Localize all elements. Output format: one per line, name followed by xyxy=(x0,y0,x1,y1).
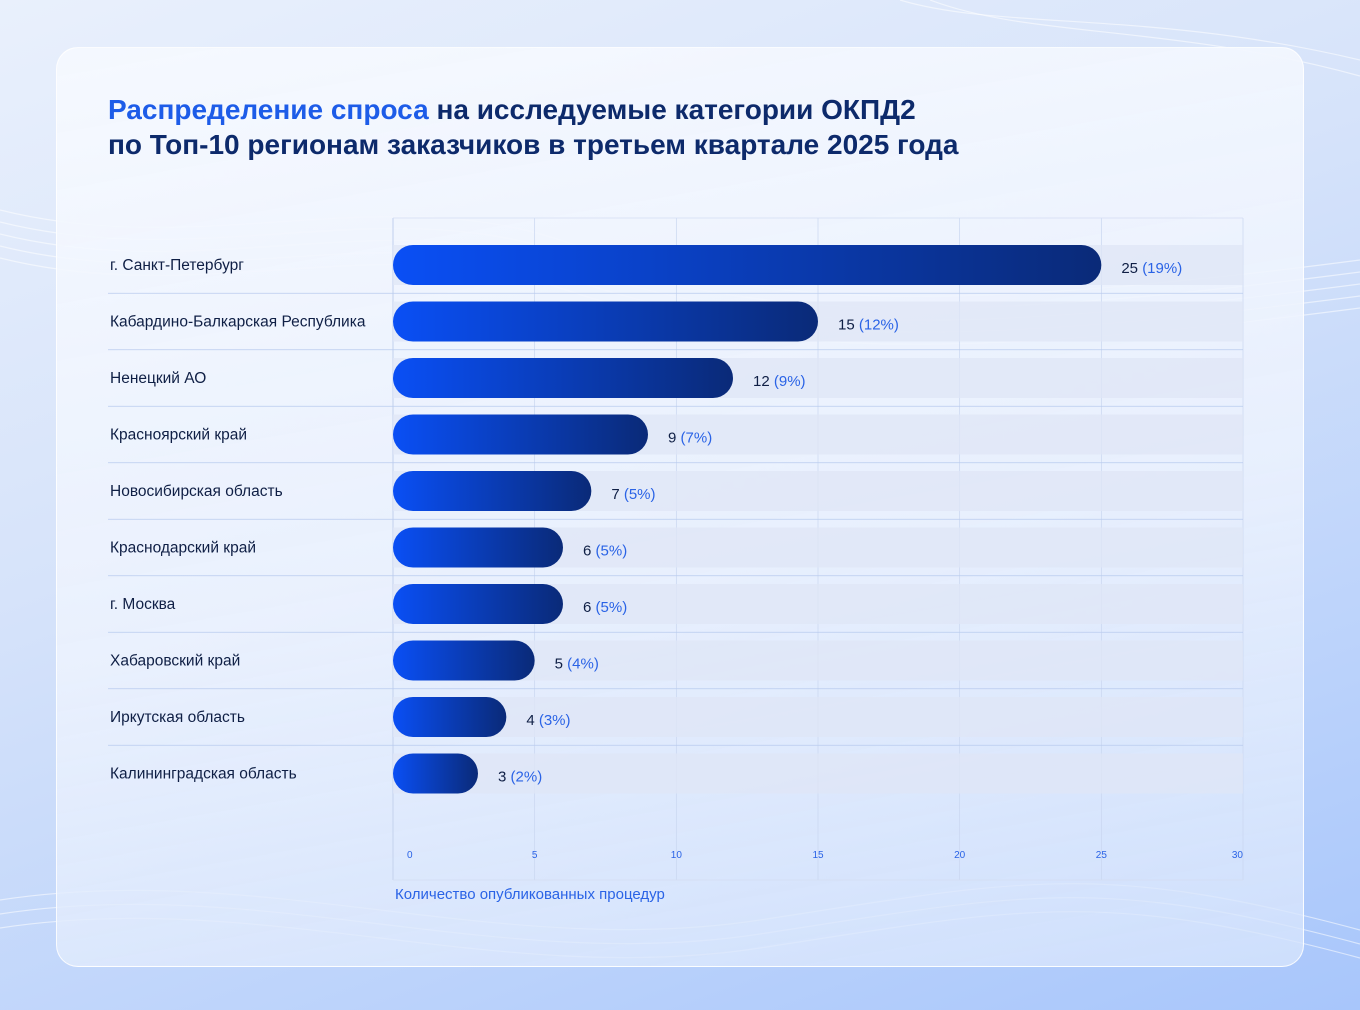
category-labels: г. Санкт-Петербург Кабардино-Балкарская Р… xyxy=(110,257,366,783)
value-percent: (4%) xyxy=(567,656,599,673)
value-labels: 25 (19%)15 (12%)12 (9%)9 (7%)7 (5%)6 (5%… xyxy=(498,260,1182,786)
value-label: 5 (4%) xyxy=(555,656,599,673)
x-tick-label: 25 xyxy=(1096,850,1108,861)
x-tick-label: 15 xyxy=(812,850,824,861)
value-percent: (5%) xyxy=(624,486,656,503)
title-line2: по Топ-10 регионам заказчиков в третьем … xyxy=(108,129,959,160)
value-label: 4 (3%) xyxy=(526,712,570,729)
value-percent: (12%) xyxy=(859,317,899,334)
x-axis-label: Количество опубликованных процедур xyxy=(395,886,665,903)
value-percent: (5%) xyxy=(596,599,628,616)
value-count: 7 xyxy=(611,486,624,503)
bar xyxy=(393,640,535,681)
chart-title: Распределение спроса на исследуемые кате… xyxy=(108,92,1108,162)
value-percent: (2%) xyxy=(511,769,543,786)
category-label: г. Санкт-Петербург xyxy=(110,257,244,274)
value-label: 9 (7%) xyxy=(668,430,712,447)
category-label: Кабардино-Балкарская Республика xyxy=(110,314,366,331)
value-count: 12 xyxy=(753,373,774,390)
category-label: г. Москва xyxy=(110,596,176,613)
title-accent: Распределение спроса xyxy=(108,94,429,125)
value-count: 6 xyxy=(583,599,596,616)
bar xyxy=(393,358,733,398)
value-count: 6 xyxy=(583,543,596,560)
value-percent: (9%) xyxy=(774,373,806,390)
category-label: Ненецкий АО xyxy=(110,370,206,387)
category-label: Хабаровский край xyxy=(110,653,240,670)
category-label: Краснодарский край xyxy=(110,540,256,557)
category-label: Красноярский край xyxy=(110,427,247,444)
bar xyxy=(393,527,563,568)
value-percent: (19%) xyxy=(1142,260,1182,277)
x-tick-label: 20 xyxy=(954,850,966,861)
bar xyxy=(393,753,478,794)
value-label: 15 (12%) xyxy=(838,317,899,334)
value-label: 7 (5%) xyxy=(611,486,655,503)
value-label: 25 (19%) xyxy=(1121,260,1182,277)
bar xyxy=(393,471,592,511)
category-label: Иркутская область xyxy=(110,709,245,726)
x-tick-label: 5 xyxy=(532,850,538,861)
value-percent: (3%) xyxy=(539,712,571,729)
bar xyxy=(393,414,648,455)
value-count: 25 xyxy=(1121,260,1142,277)
bar xyxy=(393,697,507,737)
bar xyxy=(393,245,1102,285)
category-label: Новосибирская область xyxy=(110,483,283,500)
x-tick-label: 0 xyxy=(407,850,413,861)
bar xyxy=(393,584,563,624)
bar xyxy=(393,301,818,342)
value-count: 4 xyxy=(526,712,539,729)
value-label: 6 (5%) xyxy=(583,599,627,616)
x-tick-label: 30 xyxy=(1232,850,1244,861)
x-axis-ticks: 0 5 10 15 20 25 30 xyxy=(407,850,1243,861)
value-count: 15 xyxy=(838,317,859,334)
bars xyxy=(393,245,1102,794)
bar-track xyxy=(393,753,1243,794)
category-label: Калининградская область xyxy=(110,766,297,783)
value-label: 12 (9%) xyxy=(753,373,806,390)
value-label: 6 (5%) xyxy=(583,543,627,560)
title-line1: на исследуемые категории ОКПД2 xyxy=(428,94,916,125)
value-count: 3 xyxy=(498,769,511,786)
value-percent: (7%) xyxy=(681,430,713,447)
x-tick-label: 10 xyxy=(671,850,683,861)
bar-track xyxy=(393,697,1243,737)
value-count: 9 xyxy=(668,430,681,447)
value-count: 5 xyxy=(555,656,568,673)
value-label: 3 (2%) xyxy=(498,769,542,786)
value-percent: (5%) xyxy=(596,543,628,560)
